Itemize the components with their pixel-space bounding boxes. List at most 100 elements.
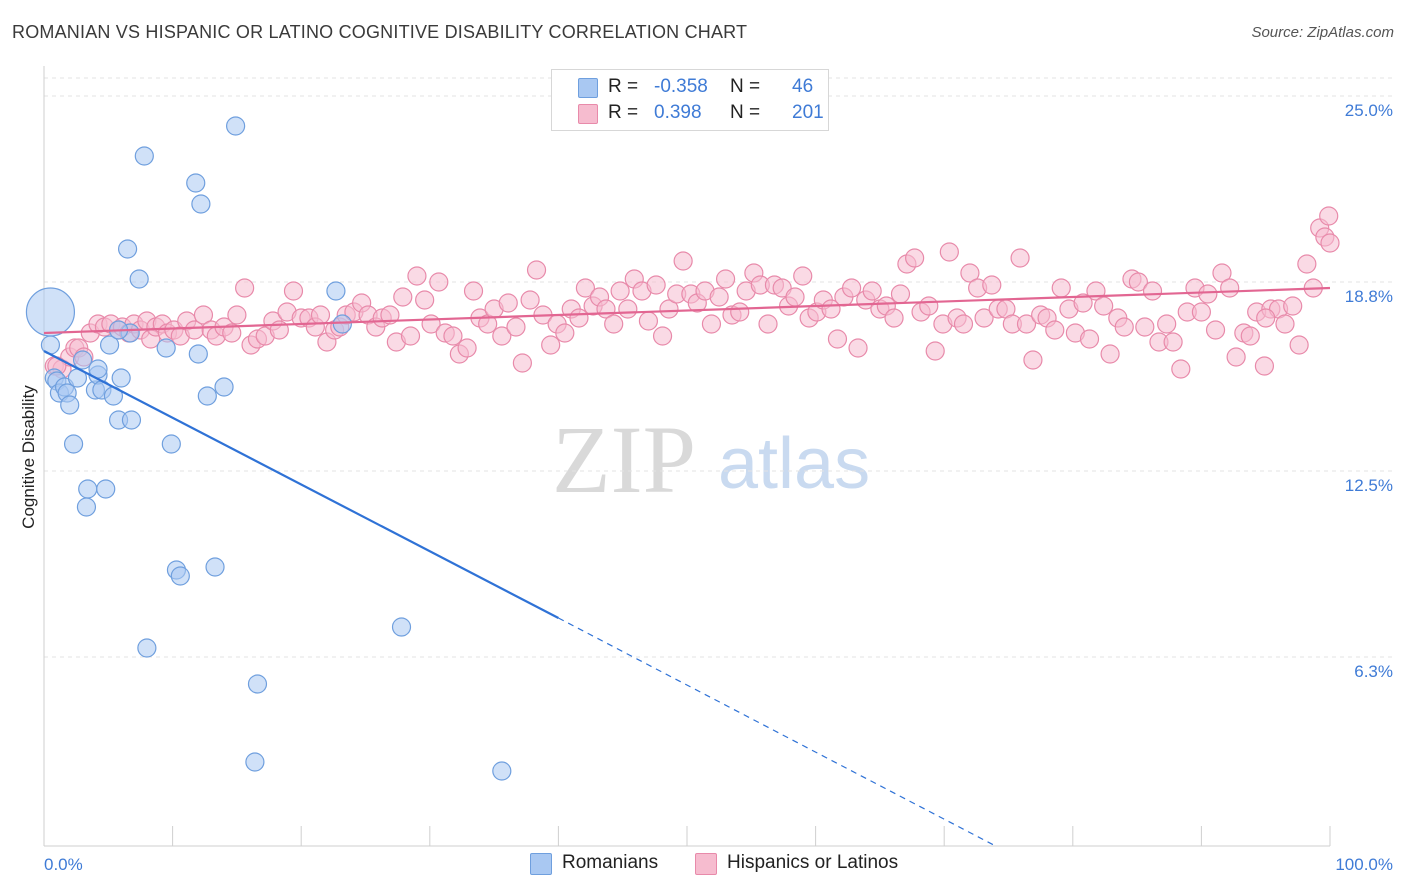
series-romanians-points bbox=[25, 116, 512, 781]
data-point bbox=[247, 674, 268, 694]
data-point bbox=[283, 281, 304, 301]
data-point bbox=[111, 368, 131, 388]
data-point bbox=[673, 251, 693, 271]
data-point bbox=[960, 263, 980, 283]
data-point bbox=[884, 308, 904, 328]
data-point bbox=[1289, 335, 1309, 355]
data-point bbox=[197, 386, 217, 406]
data-point bbox=[618, 299, 638, 319]
data-point bbox=[1297, 254, 1317, 274]
data-point bbox=[1128, 272, 1148, 292]
data-point bbox=[1079, 329, 1100, 349]
data-point bbox=[72, 350, 93, 370]
data-point bbox=[569, 308, 589, 328]
data-point bbox=[1212, 263, 1232, 283]
series-hispanics-points bbox=[44, 206, 1340, 379]
legend-label-romanians: Romanians bbox=[562, 852, 659, 873]
data-point bbox=[526, 260, 547, 280]
watermark: ZIP atlas bbox=[552, 406, 870, 513]
data-point bbox=[1094, 296, 1114, 316]
data-point bbox=[919, 296, 939, 316]
data-point bbox=[793, 266, 813, 286]
data-point bbox=[604, 314, 624, 334]
data-point bbox=[1023, 350, 1043, 370]
data-point bbox=[457, 338, 477, 358]
data-point bbox=[161, 434, 181, 454]
data-point bbox=[1016, 314, 1037, 334]
data-point bbox=[78, 479, 98, 499]
data-point bbox=[730, 302, 750, 322]
data-point bbox=[407, 266, 427, 286]
data-point bbox=[1010, 248, 1030, 268]
stats-legend: R = -0.358 N = 46 R = 0.398 N = 201 bbox=[551, 69, 829, 131]
data-point bbox=[1135, 317, 1155, 337]
data-point bbox=[659, 299, 679, 319]
data-point bbox=[415, 290, 435, 310]
data-point bbox=[974, 308, 994, 328]
legend-r-label: R = bbox=[608, 102, 639, 123]
data-point bbox=[99, 335, 120, 355]
data-point bbox=[1254, 356, 1275, 376]
data-point bbox=[848, 338, 868, 358]
data-point bbox=[226, 116, 246, 136]
data-point bbox=[1073, 293, 1093, 313]
data-point bbox=[1240, 326, 1260, 346]
data-point bbox=[170, 566, 190, 586]
data-point bbox=[939, 242, 959, 262]
y-tick-label: 12.5% bbox=[1345, 476, 1393, 495]
data-point bbox=[121, 410, 142, 430]
data-point bbox=[506, 317, 526, 337]
data-point bbox=[492, 761, 512, 781]
data-point bbox=[393, 287, 413, 307]
data-point bbox=[227, 305, 247, 325]
data-point bbox=[905, 248, 925, 268]
data-point bbox=[76, 497, 97, 517]
data-point bbox=[25, 287, 76, 337]
data-point bbox=[1320, 233, 1340, 253]
data-point bbox=[1198, 284, 1218, 304]
chart-title: ROMANIAN VS HISPANIC OR LATINO COGNITIVE… bbox=[12, 22, 748, 42]
data-point bbox=[380, 305, 400, 325]
data-point bbox=[1157, 314, 1177, 334]
legend-r-value: -0.358 bbox=[654, 76, 708, 97]
data-point bbox=[982, 275, 1002, 295]
data-point bbox=[191, 194, 211, 214]
data-point bbox=[925, 341, 945, 361]
x-tick-label-max: 100.0% bbox=[1335, 855, 1393, 874]
data-point bbox=[63, 434, 84, 454]
data-point bbox=[1283, 296, 1303, 316]
data-point bbox=[610, 281, 630, 301]
legend-r-label: R = bbox=[608, 76, 639, 97]
y-tick-label: 18.8% bbox=[1345, 287, 1393, 306]
y-tick-labels: 6.3% 12.5% 18.8% 25.0% bbox=[1345, 101, 1393, 681]
data-point bbox=[1163, 332, 1183, 352]
data-point bbox=[890, 284, 911, 304]
data-point bbox=[137, 638, 157, 658]
data-point bbox=[709, 287, 729, 307]
data-point bbox=[245, 752, 265, 772]
data-point bbox=[400, 326, 421, 346]
data-point bbox=[60, 395, 80, 415]
data-point bbox=[862, 281, 882, 301]
data-point bbox=[463, 281, 484, 301]
data-point bbox=[701, 314, 722, 334]
data-point bbox=[1191, 302, 1212, 322]
legend-n-label: N = bbox=[730, 102, 761, 123]
legend-n-value: 201 bbox=[792, 102, 824, 123]
data-point bbox=[520, 290, 540, 310]
data-point bbox=[638, 311, 659, 331]
legend-n-label: N = bbox=[730, 76, 761, 97]
x-tick-label-min: 0.0% bbox=[44, 855, 83, 874]
data-point bbox=[541, 335, 561, 355]
data-point bbox=[1045, 320, 1065, 340]
legend-n-value: 46 bbox=[792, 76, 814, 97]
data-point bbox=[205, 557, 225, 577]
data-point bbox=[1226, 347, 1246, 367]
data-point bbox=[326, 281, 346, 301]
data-point bbox=[827, 329, 848, 349]
data-point bbox=[555, 323, 575, 343]
y-tick-label: 25.0% bbox=[1345, 101, 1393, 120]
legend-swatch-blue bbox=[578, 78, 598, 98]
data-point bbox=[758, 314, 778, 334]
y-axis-label: Cognitive Disability bbox=[19, 385, 38, 529]
